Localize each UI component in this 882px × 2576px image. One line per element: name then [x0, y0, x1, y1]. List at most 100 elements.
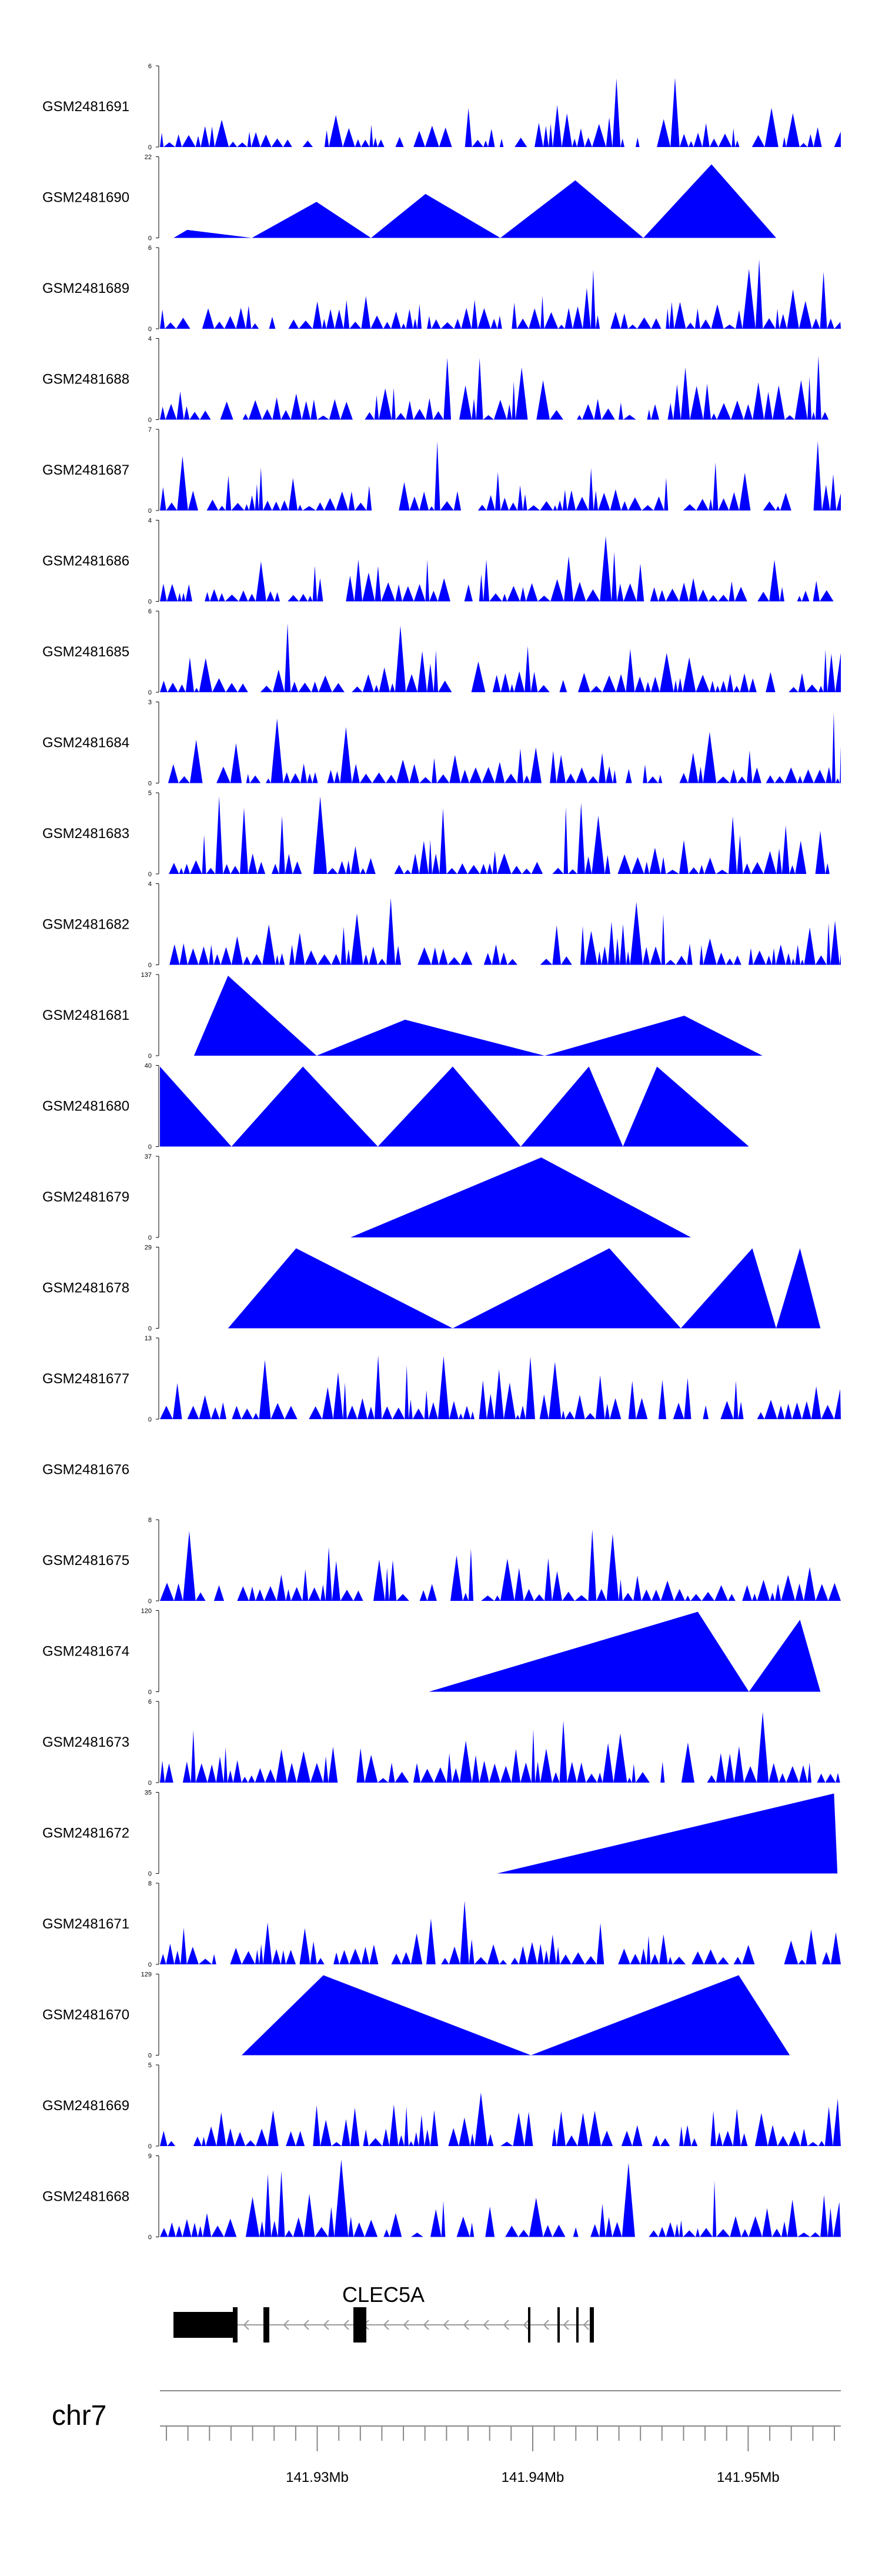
- y-tick-label-zero: 0: [148, 2053, 152, 2060]
- coverage-area: [160, 1066, 749, 1147]
- chromosome-label: chr7: [52, 2400, 106, 2431]
- gene-exon: [590, 2307, 594, 2343]
- y-tick-label-zero: 0: [148, 871, 152, 878]
- strand-arrow: [323, 2320, 329, 2330]
- track-label: GSM2481677: [42, 1371, 129, 1387]
- y-tick-label-max: 120: [141, 1608, 152, 1615]
- y-tick-label-zero: 0: [148, 1144, 152, 1151]
- track-GSM2481671: GSM2481671 8 0: [42, 1880, 841, 1968]
- gene-exon: [233, 2307, 238, 2343]
- y-tick-label-max: 40: [145, 1063, 152, 1070]
- gene-exon: [528, 2307, 530, 2343]
- gene-exon: [576, 2307, 579, 2343]
- coverage-area: [160, 536, 841, 602]
- track-GSM2481681: GSM2481681 137 0: [42, 972, 763, 1060]
- coverage-area: [160, 1248, 821, 1329]
- strand-arrow: [503, 2320, 509, 2330]
- strand-arrow: [523, 2320, 529, 2330]
- track-GSM2481685: GSM2481685 6 0: [42, 608, 841, 696]
- y-tick-label-zero: 0: [148, 1416, 152, 1423]
- track-GSM2481688: GSM2481688 4 0: [42, 336, 841, 424]
- track-GSM2481675: GSM2481675 8 0: [42, 1517, 841, 1605]
- coverage-area: [160, 1711, 841, 1783]
- y-tick-label-max: 6: [148, 245, 152, 252]
- track-label: GSM2481669: [42, 2098, 129, 2114]
- y-tick-label-max: 4: [148, 336, 152, 343]
- strand-arrow: [403, 2320, 409, 2330]
- y-tick-label-max: 37: [145, 1153, 152, 1160]
- x-tick-label: 141.95Mb: [717, 2470, 780, 2485]
- gene-exon: [358, 2307, 366, 2343]
- y-tick-label-max: 9: [148, 2153, 152, 2160]
- strand-arrow: [283, 2320, 289, 2330]
- y-tick-label-max: 3: [148, 699, 152, 706]
- y-tick-label-max: 29: [145, 1244, 152, 1252]
- track-GSM2481668: GSM2481668 9 0: [42, 2153, 841, 2241]
- coverage-area: [160, 164, 776, 238]
- track-label: GSM2481674: [42, 1644, 129, 1660]
- y-tick-label-zero: 0: [148, 689, 152, 696]
- track-GSM2481677: GSM2481677 13 0: [42, 1335, 841, 1423]
- track-GSM2481674: GSM2481674 120 0: [42, 1608, 821, 1696]
- y-tick-label-max: 129: [141, 1971, 152, 1978]
- coverage-area: [160, 2092, 841, 2146]
- y-tick-label-zero: 0: [148, 2143, 152, 2150]
- coverage-area: [160, 441, 841, 510]
- y-tick-label-zero: 0: [148, 144, 152, 151]
- track-label: GSM2481684: [42, 735, 129, 751]
- track-label: GSM2481672: [42, 1826, 129, 1841]
- track-GSM2481687: GSM2481687 7 0: [42, 426, 841, 515]
- track-label: GSM2481685: [42, 644, 129, 660]
- coverage-area: [160, 1975, 790, 2056]
- strand-arrow: [543, 2320, 549, 2330]
- y-tick-label-max: 35: [145, 1790, 152, 1797]
- coverage-area: [160, 78, 841, 147]
- coverage-area: [160, 897, 841, 965]
- gene-exon: [557, 2307, 560, 2343]
- track-label: GSM2481673: [42, 1734, 129, 1750]
- coverage-area: [160, 1793, 838, 1874]
- track-GSM2481679: GSM2481679 37 0: [42, 1153, 691, 1242]
- strand-arrow: [423, 2320, 429, 2330]
- y-tick-label-zero: 0: [148, 1871, 152, 1878]
- y-tick-label-zero: 0: [148, 1780, 152, 1787]
- gene-model: CLEC5A: [173, 2283, 594, 2343]
- track-label: GSM2481687: [42, 462, 129, 478]
- coverage-area: [160, 356, 841, 420]
- y-tick-label-max: 6: [148, 608, 152, 615]
- y-tick-label-max: 5: [148, 790, 152, 797]
- y-tick-label-max: 13: [145, 1335, 152, 1342]
- track-label: GSM2481690: [42, 190, 129, 206]
- track-label: GSM2481686: [42, 553, 129, 569]
- y-tick-label-zero: 0: [148, 1961, 152, 1968]
- strand-arrow: [383, 2320, 389, 2330]
- coverage-area: [160, 259, 841, 329]
- coverage-area: [160, 2159, 841, 2237]
- gene-exon: [353, 2307, 358, 2343]
- y-tick-label-zero: 0: [148, 780, 152, 788]
- y-tick-label-zero: 0: [148, 326, 152, 333]
- coverage-area: [160, 1157, 691, 1237]
- y-tick-label-zero: 0: [148, 1598, 152, 1605]
- strand-arrow: [243, 2320, 249, 2330]
- track-label: GSM2481689: [42, 281, 129, 296]
- y-tick-label-zero: 0: [148, 599, 152, 606]
- strand-arrow: [463, 2320, 469, 2330]
- y-tick-label-zero: 0: [148, 417, 152, 424]
- coverage-area: [160, 1529, 841, 1601]
- track-label: GSM2481671: [42, 1916, 129, 1932]
- track-GSM2481683: GSM2481683 5 0: [42, 790, 841, 878]
- gene-utr-block: [173, 2312, 233, 2338]
- track-GSM2481673: GSM2481673 6 0: [42, 1699, 841, 1787]
- strand-arrow: [483, 2320, 489, 2330]
- strand-arrow: [443, 2320, 449, 2330]
- coverage-area: [160, 712, 841, 783]
- track-label: GSM2481691: [42, 99, 129, 115]
- y-tick-label-zero: 0: [148, 1234, 152, 1242]
- track-GSM2481676: GSM2481676: [42, 1462, 129, 1478]
- gene-label: CLEC5A: [342, 2283, 425, 2307]
- track-label: GSM2481678: [42, 1280, 129, 1296]
- x-tick-label: 141.93Mb: [286, 2470, 349, 2485]
- y-tick-label-zero: 0: [148, 1053, 152, 1060]
